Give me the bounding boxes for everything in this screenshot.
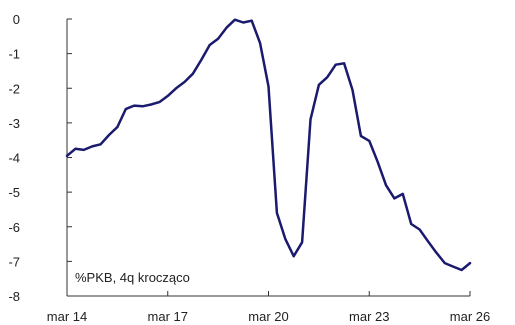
x-tick-label: mar 23: [349, 309, 389, 324]
y-tick-label: -2: [8, 81, 20, 96]
x-tick-label: mar 17: [148, 309, 188, 324]
y-tick-label: -8: [8, 289, 20, 304]
y-tick-label: -3: [8, 116, 20, 131]
chart-annotation: %PKB, 4q krocząco: [75, 270, 190, 285]
y-tick-label: -5: [8, 185, 20, 200]
x-tick-label: mar 14: [47, 309, 87, 324]
y-tick-label: -4: [8, 151, 20, 166]
series-line: [65, 18, 472, 272]
y-tick-label: -7: [8, 254, 20, 269]
x-tick-label: mar 26: [450, 309, 490, 324]
y-axis: 0 -1 -2 -3 -4 -5 -6 -7 -8: [8, 12, 72, 304]
y-tick-label: -6: [8, 220, 20, 235]
x-tick-label: mar 20: [248, 309, 288, 324]
y-tick-label: -1: [8, 47, 20, 62]
y-tick-label: 0: [13, 12, 20, 27]
x-axis: mar 14 mar 17 mar 20 mar 23 mar 26: [47, 291, 490, 324]
series-group: [65, 18, 472, 272]
